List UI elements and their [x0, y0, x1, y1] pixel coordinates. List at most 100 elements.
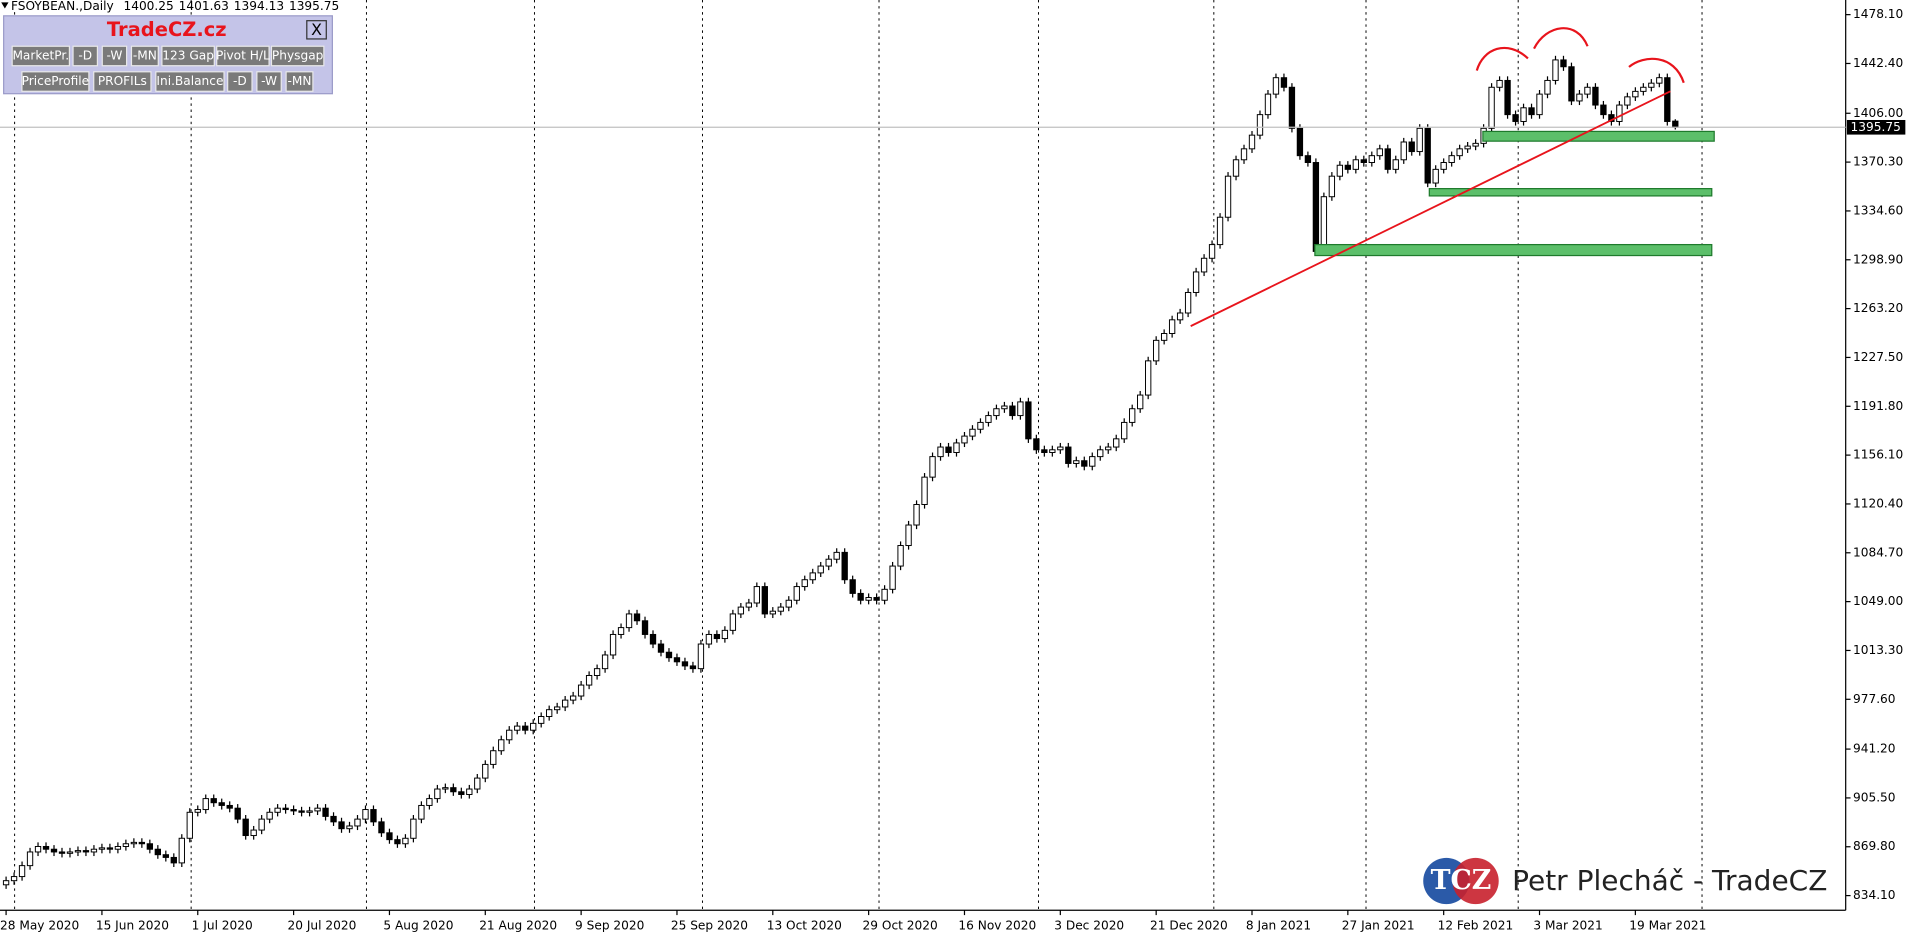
x-tick-label: 13 Oct 2020 [767, 919, 842, 933]
candle-body [1041, 449, 1048, 454]
candle-body [609, 633, 617, 656]
candle-body [450, 787, 457, 793]
candle-body [993, 408, 1000, 417]
candle-body [90, 848, 98, 853]
close-button[interactable]: X [306, 20, 327, 40]
candle-body [1089, 456, 1096, 467]
candle-body [1073, 460, 1080, 464]
candle-body [1448, 155, 1455, 163]
candle-body [817, 565, 824, 574]
candle-body [737, 606, 745, 615]
candle-body [945, 446, 952, 454]
button[interactable]: -MN [130, 45, 159, 67]
button-label: -W [106, 48, 122, 62]
candle-body [1368, 155, 1375, 163]
candle-body [1400, 141, 1407, 161]
candle-body [777, 606, 784, 612]
candle-body [1488, 86, 1495, 129]
button[interactable]: -W [256, 71, 282, 92]
candle-body [146, 843, 154, 850]
y-tick-label: 1120.40 [1853, 496, 1903, 510]
button[interactable]: -D [72, 45, 99, 67]
candle-body [330, 815, 337, 823]
candle-body [234, 807, 241, 820]
candle-body [26, 851, 34, 867]
candle-body [154, 848, 161, 856]
button-frame [11, 45, 71, 67]
candle-body [913, 504, 920, 526]
button[interactable]: -MN [285, 71, 314, 92]
candle-body [633, 613, 641, 622]
candle-body [530, 722, 537, 731]
candle-body [418, 804, 425, 820]
candle-body [210, 798, 217, 804]
low: 1394.13 [234, 0, 284, 13]
candle-body [849, 579, 856, 594]
y-tick-label: 1478.10 [1853, 7, 1903, 21]
candle-body [1232, 159, 1240, 177]
candle-body [793, 586, 800, 601]
button-frame [101, 45, 128, 67]
button[interactable]: Physgap [270, 45, 325, 67]
candle-body [178, 837, 185, 864]
candle-body [977, 421, 984, 430]
button[interactable]: Ini.Balance [155, 71, 225, 92]
symbol: FSOYBEAN.,Daily [11, 0, 114, 13]
candle-body [250, 829, 257, 837]
candle-body [1160, 333, 1168, 341]
candle-body [881, 588, 888, 601]
candle-body [506, 729, 513, 741]
candle-body [1240, 148, 1248, 161]
button[interactable]: PriceProfile [21, 71, 90, 92]
watermark: TCZ Petr Plecháč - TradeCZ [1423, 857, 1827, 905]
candle-body [42, 845, 50, 850]
candle-body [370, 809, 377, 823]
button-frame [130, 45, 159, 67]
open: 1400.25 [123, 0, 173, 13]
candle-body [322, 807, 329, 817]
button[interactable]: -W [101, 45, 128, 67]
button[interactable]: MarketPr. [11, 45, 71, 67]
candle-body [1264, 93, 1272, 116]
candle-body [1304, 155, 1312, 163]
button-label: -D [233, 74, 247, 88]
candle-body [426, 798, 433, 806]
candle-body [1584, 86, 1591, 95]
candle-body [1552, 59, 1559, 81]
button-frame [93, 71, 152, 92]
candle-body [66, 851, 74, 854]
candle-body [929, 456, 936, 478]
candle-body [170, 856, 177, 864]
x-tick-label: 16 Nov 2020 [958, 919, 1036, 933]
candle-body [130, 841, 138, 845]
candle-body [649, 633, 657, 645]
button[interactable]: PROFILs [93, 71, 152, 92]
candle-body [314, 807, 321, 812]
candle-body [617, 627, 625, 635]
logo-circle [1452, 857, 1499, 905]
header: FSOYBEAN.,Daily 1400.25 1401.63 1394.13 1395… [1, 0, 339, 13]
candle-body [1176, 312, 1184, 321]
candle-body [266, 811, 273, 820]
candle-body [665, 651, 673, 659]
candle-body [1065, 446, 1072, 464]
candle-body [1145, 360, 1152, 396]
support-zone [1428, 188, 1713, 197]
button-frame [72, 45, 99, 67]
x-tick-label: 20 Jul 2020 [288, 919, 357, 933]
button[interactable]: 123 Gap [161, 45, 215, 67]
button[interactable]: -D [227, 71, 253, 92]
candle-body [1049, 449, 1056, 454]
button-label: PROFILs [98, 74, 147, 88]
last-price-label: 1395.75 [1851, 120, 1901, 134]
button-frame [155, 71, 225, 92]
button-frame [270, 45, 325, 67]
y-tick-label: 1442.40 [1853, 56, 1903, 70]
candle-body [98, 847, 106, 850]
button[interactable]: Pivot H/L [216, 45, 270, 67]
y-tick-label: 1084.70 [1853, 545, 1903, 559]
candle-body [1097, 449, 1104, 458]
x-tick-label: 9 Sep 2020 [575, 919, 644, 933]
candle-body [873, 597, 880, 601]
candle-body [761, 586, 768, 615]
